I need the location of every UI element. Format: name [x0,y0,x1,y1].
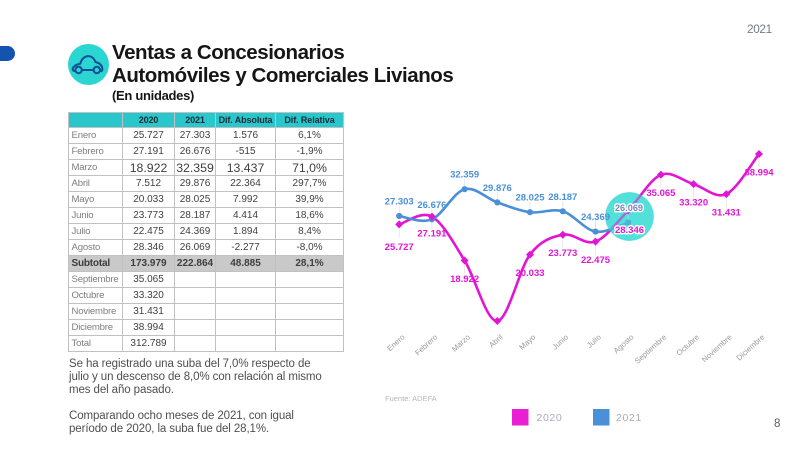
svg-text:35.065: 35.065 [646,188,676,199]
svg-text:28.346: 28.346 [615,225,644,236]
svg-text:Fuente: ADEFA: Fuente: ADEFA [385,394,437,403]
svg-text:Mayo: Mayo [517,333,537,352]
svg-text:27.191: 27.191 [417,229,447,240]
svg-text:24.369: 24.369 [581,212,610,223]
svg-text:Agosto: Agosto [612,333,636,356]
svg-text:Febrero: Febrero [413,333,439,358]
svg-text:32.359: 32.359 [450,170,479,181]
svg-text:Enero: Enero [385,333,406,353]
svg-text:Diciembre: Diciembre [735,333,767,363]
svg-text:2021: 2021 [616,412,642,424]
svg-text:Marzo: Marzo [450,333,472,354]
svg-text:25.727: 25.727 [385,242,414,253]
svg-text:Noviembre: Noviembre [700,333,734,365]
svg-text:31.431: 31.431 [712,208,742,219]
svg-text:26.069: 26.069 [615,203,643,213]
svg-text:33.320: 33.320 [679,198,708,209]
svg-text:Octubre: Octubre [675,333,701,358]
svg-text:28.025: 28.025 [515,193,545,204]
svg-text:27.303: 27.303 [385,197,414,208]
svg-text:28.187: 28.187 [548,192,577,203]
svg-text:18.922: 18.922 [450,274,479,285]
svg-text:Septiembre: Septiembre [633,333,668,366]
svg-text:2020: 2020 [537,412,563,424]
svg-text:38.994: 38.994 [744,167,774,178]
svg-text:29.876: 29.876 [483,183,512,194]
svg-text:23.773: 23.773 [548,248,577,259]
svg-text:Abril: Abril [487,332,505,349]
svg-text:20.033: 20.033 [515,268,544,279]
svg-text:22.475: 22.475 [581,255,611,266]
svg-text:26.676: 26.676 [417,200,446,211]
svg-text:Julio: Julio [585,333,603,350]
svg-text:Junio: Junio [550,333,570,352]
